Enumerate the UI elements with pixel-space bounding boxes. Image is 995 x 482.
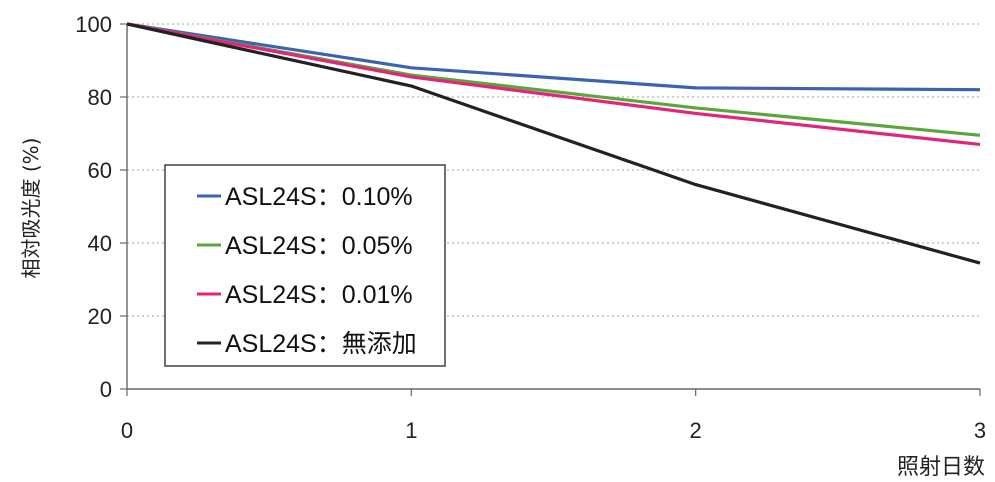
x-tick-label: 2: [690, 418, 702, 443]
y-tick-label: 100: [75, 12, 112, 37]
legend-label: ASL24S：0.05%: [225, 232, 413, 260]
series-line: [126, 22, 981, 137]
y-tick-labels: 0 20 40 60 80 100: [75, 12, 112, 402]
x-tick-labels: 0 1 2 3: [121, 418, 986, 443]
series-line: [126, 22, 981, 265]
axes: [120, 23, 981, 396]
x-tick-label: 3: [974, 418, 986, 443]
grid-lines: [127, 23, 980, 317]
y-tick-label: 60: [88, 158, 112, 183]
legend-label: ASL24S：0.01%: [225, 281, 413, 309]
y-tick-label: 80: [88, 85, 112, 110]
legend-label: ASL24S：無添加: [225, 330, 417, 358]
y-tick-label: 40: [88, 231, 112, 256]
series-lines: [126, 22, 981, 265]
y-tick-label: 20: [88, 304, 112, 329]
series-line: [126, 22, 981, 147]
x-tick-label: 0: [121, 418, 133, 443]
legend-label: ASL24S：0.10%: [225, 183, 413, 211]
legend-box: [164, 164, 446, 367]
x-axis-label: 照射日数: [897, 455, 985, 480]
y-tick-label: 0: [100, 377, 112, 402]
y-axis-label: 相対吸光度 (%): [19, 138, 43, 279]
series-line: [126, 22, 981, 92]
x-tick-label: 1: [405, 418, 417, 443]
legend: ASL24S：0.10% ASL24S：0.05% ASL24S：0.01% ASL2…: [164, 164, 446, 367]
